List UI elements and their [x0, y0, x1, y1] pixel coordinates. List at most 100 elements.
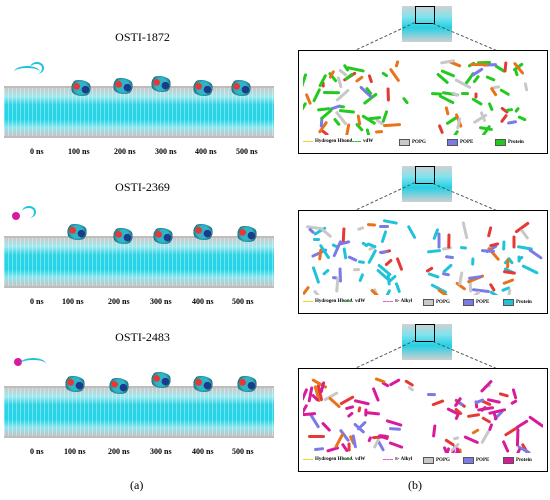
legend-item: Protein	[503, 457, 532, 464]
legend-color-swatch	[447, 139, 458, 146]
molecule-bond	[448, 129, 459, 135]
molecule-bond	[303, 73, 308, 89]
free-peptide	[14, 358, 22, 366]
legend-color-swatch	[399, 139, 410, 146]
time-label: 400 ns	[192, 297, 214, 306]
legend-label: POPG	[412, 140, 426, 145]
molecule-bond	[460, 91, 469, 96]
legend-item: POPG	[399, 139, 426, 146]
molecule-bond	[471, 97, 483, 107]
time-label: 300 ns	[150, 297, 172, 306]
molecule-bond	[466, 413, 481, 419]
interaction-view	[425, 215, 543, 295]
molecule-bond	[502, 269, 517, 275]
molecule-bond	[384, 258, 394, 268]
molecule-bond	[388, 441, 404, 450]
molecule-bond	[352, 267, 360, 272]
molecule-bond	[303, 101, 308, 111]
molecule-bond	[383, 288, 391, 295]
free-peptide	[12, 212, 20, 220]
molecule-bond	[458, 270, 464, 285]
legend-item: Hydrogen Hbond	[303, 139, 352, 144]
molecule-bond	[344, 405, 355, 411]
molecule-bond	[407, 225, 418, 240]
bound-peptide	[150, 372, 172, 388]
legend-line-swatch	[303, 141, 313, 142]
molecule-bond	[521, 264, 540, 276]
molecule-bond	[311, 87, 321, 103]
time-label: 500 ns	[236, 147, 258, 156]
legend-item: Hydrogen Hbond	[303, 457, 352, 462]
molecule-bond	[367, 222, 377, 227]
molecule-bond	[502, 439, 511, 453]
time-label: 200 ns	[108, 447, 130, 456]
molecule-bond	[523, 82, 529, 93]
legend-item: POPE	[463, 457, 489, 464]
legend: Hydrogen Hbond vdW π- Alkyl POPG POPE Protein	[303, 457, 543, 467]
molecule-bond	[486, 225, 493, 238]
free-peptide-tail	[30, 62, 44, 74]
interaction-detail: Hydrogen Hbond vdW POPG POPE Protein	[290, 0, 550, 155]
molecule-bond	[322, 91, 340, 95]
legend-item: POPG	[423, 457, 450, 464]
free-peptide-tail	[22, 206, 36, 218]
legend-label: Protein	[516, 300, 532, 305]
legend-label: POPE	[476, 458, 490, 463]
legend-color-swatch	[503, 457, 514, 464]
legend-label: POPE	[460, 140, 474, 145]
simulation-osti-2369: OSTI-2369 0 ns 100 ns 200 ns 300 ns 400 …	[0, 172, 285, 322]
molecule-bond	[312, 237, 321, 241]
molecule-bond	[512, 235, 516, 249]
bound-peptide	[112, 228, 134, 244]
bound-peptide	[192, 376, 214, 392]
molecule-bond	[394, 60, 400, 68]
molecule-bond	[334, 276, 340, 293]
molecule-bond	[505, 108, 514, 113]
molecule-bond	[514, 106, 521, 114]
molecule-bond	[321, 421, 332, 432]
panel-b: Hydrogen Hbond vdW POPG POPE Protein Hydroge…	[290, 0, 550, 472]
legend-color-swatch	[463, 457, 474, 464]
legend-item: π- Alkyl	[383, 299, 412, 304]
bound-peptide	[236, 376, 258, 392]
molecule-bond	[347, 441, 352, 451]
time-label: 500 ns	[232, 297, 254, 306]
bound-peptide	[66, 224, 88, 240]
legend-line-swatch	[343, 301, 353, 302]
bound-peptide	[236, 226, 258, 242]
legend-line-swatch	[303, 459, 313, 460]
legend-label: Hydrogen Hbond	[315, 139, 353, 144]
molecule-bond	[312, 290, 321, 295]
molecule-bond	[394, 282, 402, 295]
molecule-bond	[334, 87, 350, 102]
zoom-region-marker	[415, 324, 435, 342]
legend-label: vdW	[355, 457, 366, 462]
zoom-region-marker	[415, 166, 435, 184]
molecule-bond	[481, 415, 492, 424]
molecule-bond	[461, 220, 469, 239]
molecule-bond	[388, 378, 401, 387]
time-label: 400 ns	[195, 147, 217, 156]
bound-peptide	[108, 378, 130, 394]
molecule-bond	[498, 392, 509, 398]
time-label: 0 ns	[30, 447, 44, 456]
time-label: 200 ns	[108, 297, 130, 306]
molecule-bond	[427, 271, 441, 279]
bound-peptide	[192, 224, 214, 240]
legend-color-swatch	[423, 299, 434, 306]
legend-item: vdW	[343, 299, 365, 304]
legend-label: Protein	[508, 140, 524, 145]
molecule-bond	[407, 384, 415, 392]
molecule-bond	[437, 232, 441, 248]
simulation-title: OSTI-1872	[115, 30, 170, 44]
interaction-view	[425, 373, 543, 453]
molecule-bond	[499, 87, 511, 96]
molecule-bond	[339, 109, 356, 114]
legend-color-swatch	[503, 299, 514, 306]
time-label: 400 ns	[192, 447, 214, 456]
interaction-view	[425, 55, 543, 135]
molecule-bond	[444, 254, 455, 259]
molecule-bond	[502, 278, 515, 286]
legend-label: POPG	[436, 458, 450, 463]
legend-item: POPE	[447, 139, 473, 146]
